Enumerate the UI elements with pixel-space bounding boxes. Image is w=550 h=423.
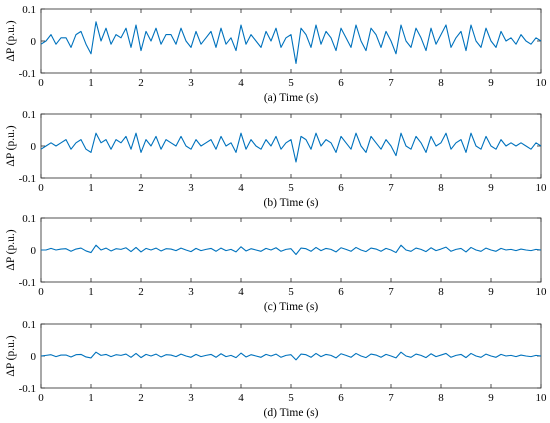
- x-tick-label: 7: [388, 182, 394, 194]
- x-tick-label: 4: [238, 392, 244, 404]
- x-tick-label: 7: [388, 77, 394, 89]
- series-line-d: [40, 351, 542, 361]
- y-tick-label: -0.1: [19, 277, 36, 289]
- axis-frame: [40, 113, 542, 179]
- x-tick-label: 9: [488, 286, 494, 298]
- x-tick-label: 9: [488, 392, 494, 404]
- y-tick-label: 0: [31, 36, 37, 48]
- series-line-b: [40, 132, 542, 163]
- y-tick-label: -0.1: [19, 173, 36, 185]
- x-tick-label: 0: [38, 392, 44, 404]
- x-tick-label: 2: [138, 286, 144, 298]
- x-tick-label: 1: [88, 392, 94, 404]
- y-axis-label: ΔP (p.u.): [5, 20, 17, 61]
- x-tick-label: 6: [338, 392, 344, 404]
- x-tick-label: 10: [536, 182, 548, 194]
- x-tick-label: 5: [288, 392, 294, 404]
- y-tick-label: 0: [31, 141, 37, 153]
- panel-b: 0 1 2 3 4 5 6 7 8 9 10-0.100.1(b) Time (s)ΔP (p.u.…: [5, 109, 547, 209]
- x-tick-label: 9: [488, 77, 494, 89]
- x-tick-label: 9: [488, 182, 494, 194]
- x-tick-label: 7: [388, 286, 394, 298]
- x-tick-label: 3: [188, 286, 194, 298]
- x-axis-label: (b) Time (s): [264, 197, 319, 209]
- x-tick-label: 8: [438, 286, 444, 298]
- y-tick-label: 0: [31, 245, 37, 257]
- axis-frame: [40, 217, 542, 283]
- x-tick-label: 6: [338, 77, 344, 89]
- y-tick-label: -0.1: [19, 68, 36, 80]
- x-tick-label: 3: [188, 77, 194, 89]
- x-tick-label: 10: [536, 286, 548, 298]
- x-tick-label: 6: [338, 286, 344, 298]
- x-tick-label: 4: [238, 182, 244, 194]
- y-axis-label: ΔP (p.u.): [5, 229, 17, 270]
- x-tick-label: 4: [238, 77, 244, 89]
- panel-a: 0 1 2 3 4 5 6 7 8 9 10-0.100.1(a) Time (s)ΔP (p.u.…: [5, 4, 547, 104]
- y-tick-label: 0.1: [22, 109, 36, 121]
- x-tick-label: 5: [288, 77, 294, 89]
- x-tick-label: 0: [38, 286, 44, 298]
- x-tick-label: 2: [138, 77, 144, 89]
- y-axis-label: ΔP (p.u.): [5, 125, 17, 166]
- series-line-a: [40, 21, 542, 64]
- x-tick-label: 4: [238, 286, 244, 298]
- x-tick-label: 7: [388, 392, 394, 404]
- x-tick-label: 5: [288, 182, 294, 194]
- x-tick-label: 2: [138, 182, 144, 194]
- y-axis-label: ΔP (p.u.): [5, 335, 17, 376]
- x-tick-label: 3: [188, 182, 194, 194]
- axis-frame: [40, 8, 542, 74]
- y-tick-label: 0.1: [22, 4, 36, 16]
- panel-d: 0 1 2 3 4 5 6 7 8 9 10-0.100.1(d) Time (s)ΔP (p.u.…: [5, 319, 547, 419]
- x-axis-label: (c) Time (s): [264, 301, 318, 313]
- x-tick-label: 0: [38, 77, 44, 89]
- x-tick-label: 8: [438, 77, 444, 89]
- x-tick-label: 0: [38, 182, 44, 194]
- x-tick-label: 1: [88, 286, 94, 298]
- x-tick-label: 10: [536, 77, 548, 89]
- y-tick-label: 0: [31, 351, 37, 363]
- x-tick-label: 6: [338, 182, 344, 194]
- x-tick-label: 8: [438, 182, 444, 194]
- x-tick-label: 5: [288, 286, 294, 298]
- axis-frame: [40, 323, 542, 389]
- x-axis-label: (a) Time (s): [264, 92, 318, 104]
- x-tick-label: 1: [88, 182, 94, 194]
- y-tick-label: -0.1: [19, 383, 36, 395]
- x-tick-label: 1: [88, 77, 94, 89]
- x-tick-label: 3: [188, 392, 194, 404]
- y-tick-label: 0.1: [22, 213, 36, 225]
- x-tick-label: 8: [438, 392, 444, 404]
- x-tick-label: 10: [536, 392, 548, 404]
- y-tick-label: 0.1: [22, 319, 36, 331]
- panel-c: 0 1 2 3 4 5 6 7 8 9 10-0.100.1(c) Time (s)ΔP (p.u.…: [5, 213, 547, 313]
- series-line-c: [41, 244, 542, 256]
- x-tick-label: 2: [138, 392, 144, 404]
- x-axis-label: (d) Time (s): [264, 407, 319, 419]
